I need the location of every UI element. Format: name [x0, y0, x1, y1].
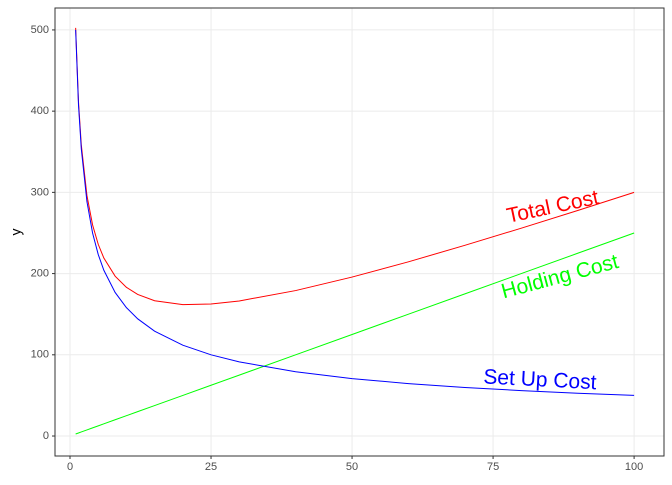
y-tick-label: 300 — [31, 186, 49, 198]
y-tick-label: 200 — [31, 267, 49, 279]
x-tick-label: 75 — [487, 461, 499, 473]
line — [75, 27, 635, 306]
y-tick-label: 500 — [31, 24, 49, 36]
x-tick-label: 50 — [346, 461, 358, 473]
line-label: Set Up Cost — [483, 365, 597, 394]
y-axis-label: y — [8, 229, 24, 236]
y-tick-label: 400 — [31, 105, 49, 117]
line — [75, 29, 635, 396]
y-tick-label: 100 — [31, 349, 49, 361]
line-label: Holding Cost — [499, 250, 621, 303]
line — [75, 232, 635, 435]
x-tick-label: 0 — [67, 461, 73, 473]
y-tick-label: 0 — [43, 430, 49, 442]
x-tick-label: 100 — [625, 461, 643, 473]
x-tick-label: 25 — [205, 461, 217, 473]
panel-border — [54, 7, 665, 457]
